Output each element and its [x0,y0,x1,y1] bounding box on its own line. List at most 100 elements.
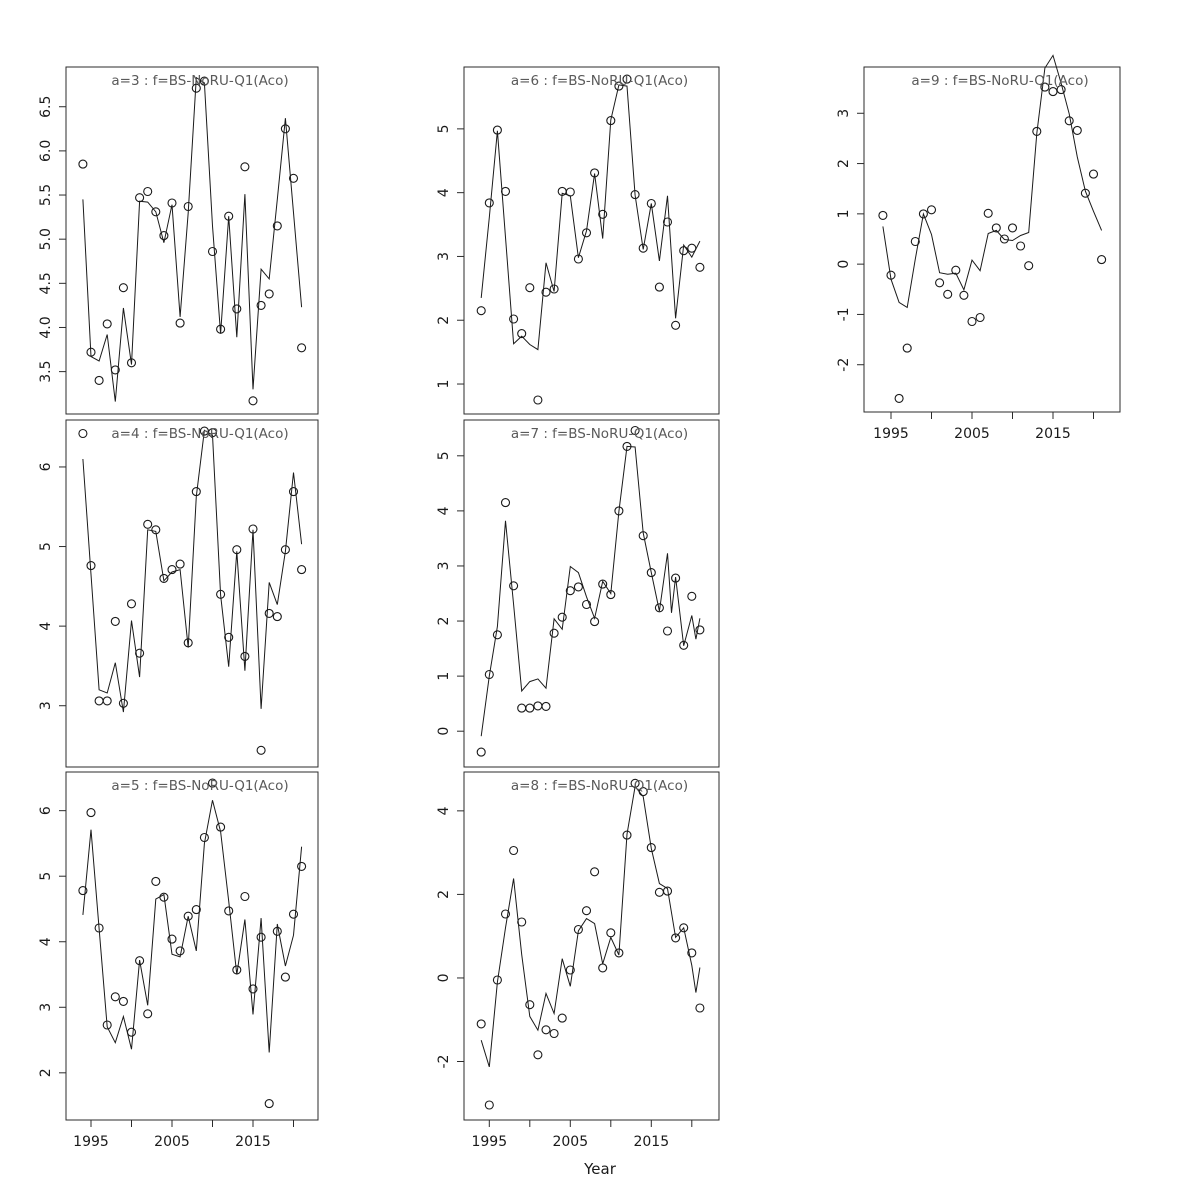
fit-line [82,76,303,402]
data-point [102,1020,112,1030]
data-point [614,506,624,516]
data-point [926,205,937,215]
panel-a7: 0 1 2 3 4 5 a=7 : f=BS-NoRU-Q1(Aco) [436,419,720,768]
data-points [78,76,307,406]
y-tick-label: 6 [38,462,54,471]
y-tick-label: 2 [436,316,452,325]
data-point [590,617,600,627]
y-tick-label: 5 [38,542,54,551]
data-point [232,545,242,555]
data-point [654,887,664,897]
panel-border [863,66,1121,413]
data-point [541,1025,551,1035]
data-point [224,906,234,916]
data-point [280,124,290,134]
data-point [183,911,193,921]
data-point [1024,261,1034,271]
x-tick-label: 1995 [471,1134,507,1150]
x-tick-label: 2005 [954,426,990,442]
data-point [1064,116,1074,126]
y-tick-label: 4 [436,188,452,197]
x-tick-label: 1995 [73,1134,109,1150]
data-point [581,228,592,238]
panel-title: a=3 : f=BS-NoRU-Q1(Aco) [111,73,288,89]
data-point [199,832,209,843]
data-point [951,265,961,275]
data-point [902,343,912,353]
data-point [549,284,559,294]
y-tick-label: 5.0 [38,228,54,250]
data-point [78,428,88,439]
panel-title: a=6 : f=BS-NoRU-Q1(Aco) [511,73,688,89]
data-point [143,519,153,529]
data-point [118,283,128,293]
data-point [598,579,608,589]
data-point [598,209,608,219]
y-tick-label: 2 [38,1068,54,1077]
data-point [280,972,290,982]
data-point [646,198,656,209]
data-point [557,612,567,622]
data-point [207,778,218,788]
data-point [695,625,705,635]
panel-border [463,419,720,768]
data-point [94,696,104,706]
data-point [671,320,681,330]
data-point [288,173,299,183]
data-point [509,581,519,591]
data-point [199,76,209,86]
data-point [975,312,985,323]
data-point [935,278,945,288]
data-point [272,926,282,936]
panel-border [463,66,720,415]
data-point [630,190,640,200]
y-tick-label: 0 [436,727,452,736]
data-point [183,638,193,648]
data-point [167,198,177,208]
panel-a8: -2 0 2 4 1995 2005 2015 a=8 : f=BS-NoRU-Q1(Aco) [436,771,720,1150]
data-point [590,867,600,877]
data-point [525,703,535,713]
data-point [94,923,104,933]
data-point [207,428,218,438]
data-point [135,956,145,966]
data-point [143,186,153,197]
data-point [606,116,616,126]
panel-a3: 3.5 4.0 4.5 5.0 5.5 6.0 6.5 a=3 : f=BS-NoRU-Q1(… [38,66,319,415]
panel-title: a=7 : f=BS-NoRU-Q1(Aco) [511,426,688,442]
y-tick-label: 4 [436,806,452,815]
data-point [191,83,201,93]
data-point [500,498,511,508]
data-point [175,946,185,956]
panel-a4: 3 4 5 6 a=4 : f=BS-NoRU-Q1(Aco) [38,419,319,768]
data-point [175,318,185,328]
data-point [280,545,290,555]
y-tick-label: 6 [38,806,54,815]
data-point [110,992,120,1002]
data-point [191,905,201,915]
data-point [167,934,177,944]
data-point [541,287,551,297]
data-point [500,186,511,196]
data-point [256,300,266,310]
data-point [492,630,502,640]
data-point [565,965,575,975]
x-tick-label: 2015 [1035,426,1071,442]
data-point [256,745,266,755]
data-point [1056,85,1066,95]
data-point [224,632,234,642]
y-tick-label: 5.5 [38,184,54,206]
data-point [256,932,266,942]
x-axis: 1995 2005 2015 [73,1120,294,1150]
data-point [565,586,575,596]
data-point [272,612,282,622]
panel-a9: -2 -1 0 1 2 3 1995 2005 2015 a=9 : f=BS-NoRU-Q1(A… [836,54,1121,442]
data-point [248,984,258,994]
data-point [240,891,250,902]
data-point [525,283,535,293]
data-point [646,568,656,578]
panel-border [65,771,319,1121]
data-point [159,573,169,583]
data-point [476,306,486,316]
y-tick-label: -2 [836,358,852,372]
